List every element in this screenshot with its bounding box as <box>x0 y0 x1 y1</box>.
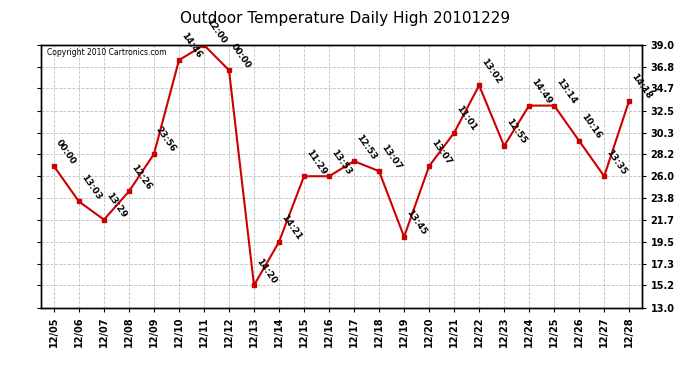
Text: 14:21: 14:21 <box>279 213 303 242</box>
Text: 13:14: 13:14 <box>554 77 578 106</box>
Text: 12:00: 12:00 <box>204 16 228 45</box>
Text: 14:20: 14:20 <box>254 256 278 285</box>
Text: 12:55: 12:55 <box>504 117 528 146</box>
Text: 14:46: 14:46 <box>179 32 203 60</box>
Text: 13:35: 13:35 <box>604 148 628 176</box>
Text: 13:07: 13:07 <box>379 142 403 171</box>
Text: 10:16: 10:16 <box>579 112 603 141</box>
Text: 12:53: 12:53 <box>354 132 378 161</box>
Text: 00:00: 00:00 <box>54 138 77 166</box>
Text: Outdoor Temperature Daily High 20101229: Outdoor Temperature Daily High 20101229 <box>180 11 510 26</box>
Text: 13:03: 13:03 <box>79 173 103 201</box>
Text: 13:02: 13:02 <box>479 57 503 86</box>
Text: 00:00: 00:00 <box>229 42 253 70</box>
Text: 13:53: 13:53 <box>329 148 353 176</box>
Text: Copyright 2010 Cartronics.com: Copyright 2010 Cartronics.com <box>48 48 167 57</box>
Text: 14:49: 14:49 <box>529 76 553 106</box>
Text: 11:01: 11:01 <box>454 104 478 133</box>
Text: 11:29: 11:29 <box>304 147 328 176</box>
Text: 14:18: 14:18 <box>629 72 653 100</box>
Text: 13:29: 13:29 <box>104 191 128 220</box>
Text: 23:56: 23:56 <box>154 125 178 154</box>
Text: 13:45: 13:45 <box>404 208 428 237</box>
Text: 12:26: 12:26 <box>129 163 152 191</box>
Text: 13:07: 13:07 <box>429 138 453 166</box>
